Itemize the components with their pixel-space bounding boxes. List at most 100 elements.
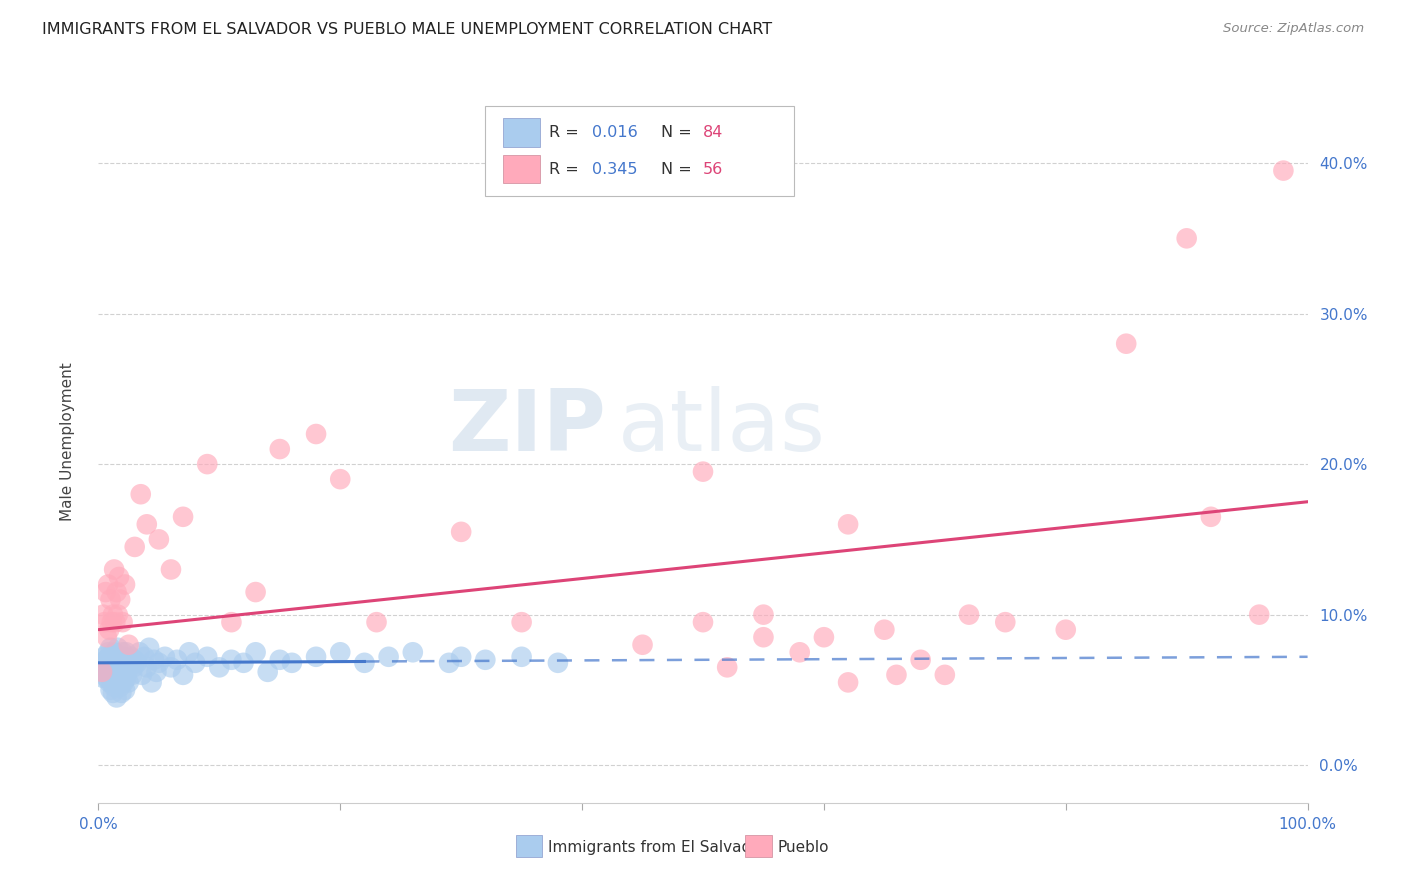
FancyBboxPatch shape xyxy=(516,835,543,857)
Point xyxy=(957,607,980,622)
Point xyxy=(366,615,388,630)
Point xyxy=(93,649,115,664)
Point xyxy=(93,615,115,630)
Point xyxy=(117,665,139,679)
Point xyxy=(94,653,117,667)
Point xyxy=(96,671,118,685)
Point xyxy=(148,656,170,670)
Point xyxy=(160,660,183,674)
Text: N =: N = xyxy=(661,161,696,177)
Point xyxy=(377,649,399,664)
Point xyxy=(118,656,141,670)
Point xyxy=(135,660,157,674)
Point xyxy=(402,645,425,659)
Point xyxy=(166,653,188,667)
Point xyxy=(115,645,138,659)
Text: 56: 56 xyxy=(703,161,723,177)
Point xyxy=(143,653,166,667)
Text: 84: 84 xyxy=(703,125,723,140)
Point xyxy=(886,668,908,682)
Point xyxy=(813,630,835,644)
Point xyxy=(135,517,157,532)
Point xyxy=(120,649,142,664)
Point xyxy=(141,675,163,690)
Point xyxy=(1115,336,1137,351)
Point xyxy=(153,649,176,664)
Point xyxy=(789,645,811,659)
Point xyxy=(100,675,122,690)
Point xyxy=(121,668,143,682)
Point xyxy=(160,562,183,576)
Point xyxy=(281,656,304,670)
Point xyxy=(97,668,120,682)
Point xyxy=(111,645,134,659)
Point xyxy=(1249,607,1271,622)
Point xyxy=(97,656,120,670)
Point xyxy=(94,660,117,674)
Point xyxy=(94,585,117,599)
Point xyxy=(910,653,932,667)
Point xyxy=(96,630,118,644)
Point xyxy=(101,686,124,700)
Point xyxy=(93,656,115,670)
Point xyxy=(305,427,328,442)
Point xyxy=(837,517,859,532)
Point xyxy=(118,638,141,652)
Point xyxy=(510,649,533,664)
FancyBboxPatch shape xyxy=(503,118,540,147)
Point xyxy=(118,675,141,690)
Point xyxy=(91,665,114,679)
Point xyxy=(107,675,129,690)
Point xyxy=(716,660,738,674)
Point xyxy=(108,570,131,584)
Point xyxy=(138,640,160,655)
Y-axis label: Male Unemployment: Male Unemployment xyxy=(60,362,75,521)
Point xyxy=(1272,163,1295,178)
Point xyxy=(994,615,1017,630)
Point xyxy=(103,680,125,694)
Point xyxy=(1054,623,1077,637)
Text: Pueblo: Pueblo xyxy=(778,840,830,855)
Point xyxy=(128,645,150,659)
Text: Source: ZipAtlas.com: Source: ZipAtlas.com xyxy=(1223,22,1364,36)
Point xyxy=(184,656,207,670)
Point xyxy=(108,660,131,674)
Point xyxy=(91,671,114,685)
Point xyxy=(100,660,122,674)
Point xyxy=(510,615,533,630)
Point xyxy=(97,645,120,659)
Point xyxy=(145,665,167,679)
Point xyxy=(100,615,122,630)
Point xyxy=(91,607,114,622)
Point xyxy=(103,562,125,576)
Point xyxy=(101,607,124,622)
Point xyxy=(124,653,146,667)
Point xyxy=(105,653,128,667)
Point xyxy=(105,585,128,599)
Point xyxy=(108,653,131,667)
Point xyxy=(172,509,194,524)
Point xyxy=(111,615,134,630)
Point xyxy=(837,675,859,690)
Point xyxy=(195,649,218,664)
Point xyxy=(269,442,291,456)
Point xyxy=(1199,509,1222,524)
Point xyxy=(221,653,243,667)
Point xyxy=(108,680,131,694)
Point xyxy=(547,656,569,670)
Point xyxy=(148,533,170,547)
Point xyxy=(450,524,472,539)
Point xyxy=(208,660,231,674)
Point xyxy=(752,607,775,622)
Point xyxy=(131,668,153,682)
Point xyxy=(114,577,136,591)
Point xyxy=(245,645,267,659)
Point xyxy=(100,682,122,697)
Point xyxy=(353,656,375,670)
Point xyxy=(104,615,127,630)
Text: 0.345: 0.345 xyxy=(592,161,637,177)
Point xyxy=(100,649,122,664)
Point xyxy=(752,630,775,644)
Point xyxy=(437,656,460,670)
Point xyxy=(124,540,146,554)
